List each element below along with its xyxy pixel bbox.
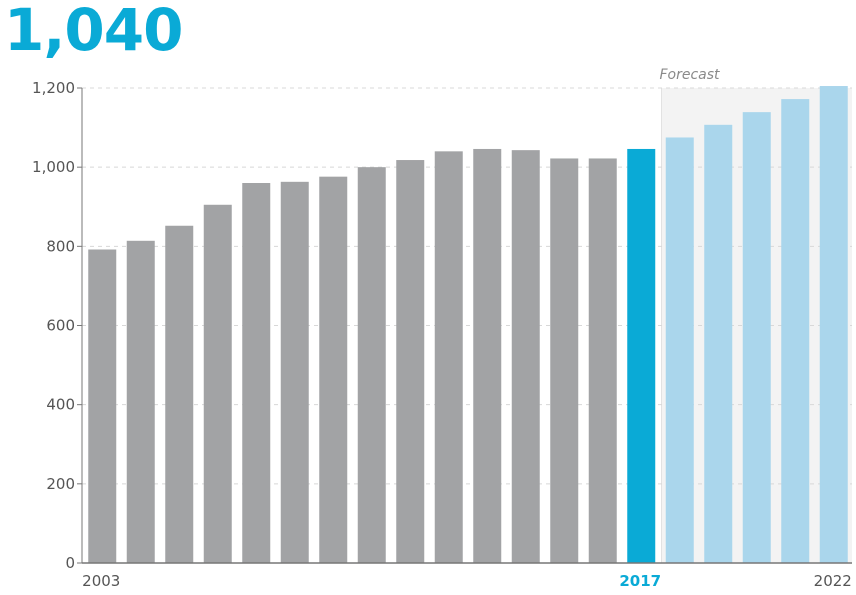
x-tick-label: 2003 <box>82 572 120 590</box>
bar-2020 <box>742 112 771 563</box>
bar-2013 <box>473 148 502 564</box>
bar-2010 <box>357 167 386 563</box>
bar-2004 <box>126 240 155 563</box>
y-tick-label: 1,200 <box>32 79 75 97</box>
bar-2022 <box>819 86 848 563</box>
bar-2019 <box>704 124 733 563</box>
y-tick-label: 800 <box>46 237 75 255</box>
y-tick-label: 200 <box>46 475 75 493</box>
bar-2005 <box>165 225 194 563</box>
bar-2017 <box>627 148 656 564</box>
bar-2016 <box>588 158 617 564</box>
y-tick-label: 0 <box>65 554 75 572</box>
bar-2012 <box>434 151 463 564</box>
bar-2015 <box>550 158 579 564</box>
bar-2009 <box>319 176 348 563</box>
bar-2006 <box>203 204 232 564</box>
y-tick-label: 400 <box>46 396 75 414</box>
x-tick-label: 2022 <box>814 572 852 590</box>
bar-2014 <box>511 150 540 564</box>
bar-2007 <box>242 183 271 563</box>
bar-2008 <box>280 181 309 563</box>
bar-2021 <box>781 99 810 563</box>
y-tick-label: 1,000 <box>32 158 75 176</box>
forecast-label: Forecast <box>660 67 721 83</box>
bar-2003 <box>88 249 117 563</box>
headline-value: 1,040 <box>4 0 183 64</box>
bars <box>88 86 848 564</box>
bar-2018 <box>665 137 694 563</box>
axes <box>81 88 852 564</box>
labels: Forecast 0 200 400 600 800 1,000 1,200 2003 2017 2… <box>32 67 852 590</box>
x-tick-label: 2017 <box>619 572 661 590</box>
bar-2011 <box>396 160 425 563</box>
y-tick-label: 600 <box>46 317 75 335</box>
